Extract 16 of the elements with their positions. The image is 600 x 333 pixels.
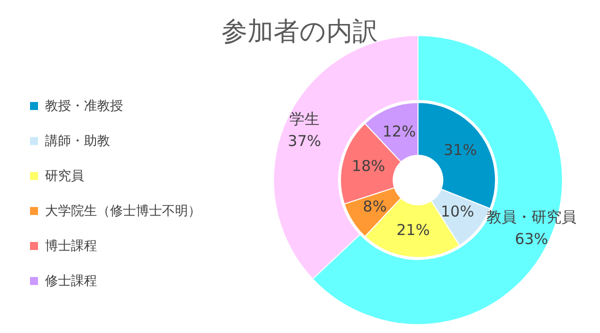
data-label: 37% — [288, 132, 322, 150]
data-label: 12% — [382, 122, 416, 140]
legend-label: 研究員 — [45, 168, 84, 184]
legend-label: 博士課程 — [45, 238, 97, 254]
chart-title: 参加者の内訳 — [220, 16, 380, 49]
data-label: 10% — [440, 202, 474, 220]
legend-label: 大学院生（修士博士不明） — [45, 202, 201, 220]
data-label: 63% — [514, 230, 548, 248]
legend-label: 講師・助教 — [45, 132, 110, 150]
data-label: 18% — [352, 157, 386, 176]
legend-label: 教授・准教授 — [45, 98, 123, 114]
legend-label: 修士課程 — [45, 272, 97, 290]
data-label: 31% — [444, 141, 477, 160]
data-label: 8% — [362, 197, 387, 216]
data-label: 21% — [396, 220, 430, 239]
slice-label: 学生 — [289, 110, 320, 128]
